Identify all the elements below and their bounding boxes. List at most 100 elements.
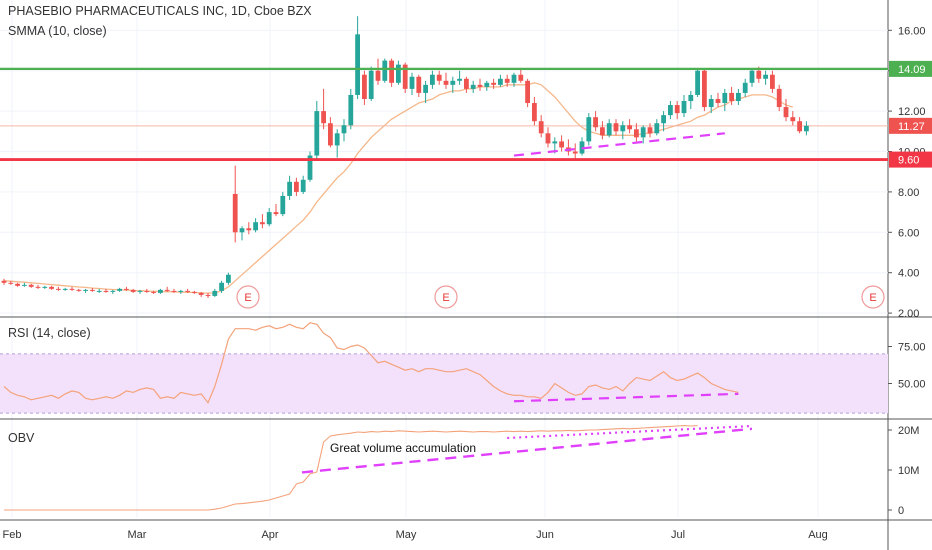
candle [763,74,768,79]
rsi-pane[interactable] [0,322,888,414]
candle [668,105,673,116]
candle [681,101,687,114]
candle [110,290,116,292]
candle [593,117,598,128]
candle [355,34,360,95]
time-tick-label: May [396,529,417,541]
earnings-marker-label: E [442,292,449,304]
candle [498,78,503,85]
candle [525,80,530,104]
candle [164,289,170,291]
candle [600,127,605,136]
obv-dotted-trendline [507,424,753,440]
time-tick-label: Apr [261,529,278,541]
candle [103,290,109,292]
candle [464,78,469,89]
candle [69,288,75,290]
candle [273,212,279,215]
time-tick-label: Aug [808,529,828,541]
earnings-marker [236,285,260,309]
time-tick-label: Feb [3,529,22,541]
candle [511,74,517,83]
candle [790,117,796,122]
candle [634,129,639,138]
candle [239,228,245,233]
candle [416,76,422,93]
candle [158,289,163,293]
candle [647,127,653,134]
price-tick-label: 2.00 [898,308,919,320]
candle [722,92,728,104]
candle [90,289,95,291]
candle [396,64,401,83]
obv-pane[interactable] [4,424,753,511]
rsi-line [3,322,739,404]
candle [742,82,748,93]
time-tick-label: Jun [536,529,554,541]
price-tick-label: 12.00 [898,106,926,118]
candle [702,70,707,108]
candle [137,290,143,292]
candle [491,82,496,85]
candle [450,80,456,85]
obv-dashed-trendline [301,427,753,474]
candle [232,193,238,233]
candle [205,294,211,296]
candle [307,155,313,180]
candle [15,283,20,286]
smma-label: SMMA (10, close) [8,24,107,38]
candle [613,123,619,132]
rsi-band [0,353,888,414]
candle [198,292,204,295]
candle [266,212,272,225]
candle [375,70,381,81]
candle [334,133,340,146]
candle [49,286,54,289]
candle [124,288,129,290]
candle [640,127,646,138]
obv-tick-label: 0 [898,505,904,517]
candle [362,74,367,99]
candle [484,82,490,87]
candle [35,286,41,288]
rsi-tick-label: 50.00 [898,379,926,391]
last-price-tag [889,117,932,134]
last-price-tag-label: 11.27 [898,121,925,133]
candle [627,125,632,130]
candle [117,288,122,291]
volume-annotation: Great volume accumulation [330,441,477,455]
candle [423,84,428,93]
candle [436,74,442,81]
smma-line [3,82,793,294]
candle [76,289,82,291]
candle [674,105,680,114]
support-price-tag-label: 9.60 [898,155,919,167]
candle [212,290,218,296]
rsi-label: RSI (14, close) [8,326,91,340]
candle [770,74,775,89]
candle [545,133,551,144]
candle [62,288,68,290]
price-tick-label: 16.00 [898,25,926,37]
time-tick-label: Jul [671,529,685,541]
time-axis[interactable]: Feb Mar Apr May Jun Jul Aug [3,529,828,541]
candle [1,280,7,283]
price-tick-label: 4.00 [898,268,919,280]
candle [559,141,564,148]
price-axis[interactable]: 16.0014.0012.0010.008.006.004.002.0014.0… [888,25,932,517]
candle [294,181,299,192]
candle [736,92,741,101]
candle [552,141,558,144]
candle [171,290,177,292]
candle [151,291,156,293]
obv-label: OBV [8,431,35,445]
candle [518,74,524,81]
candle [715,98,721,104]
candle [144,290,150,292]
candle [708,98,714,108]
candle [606,123,612,136]
candle [246,228,252,231]
